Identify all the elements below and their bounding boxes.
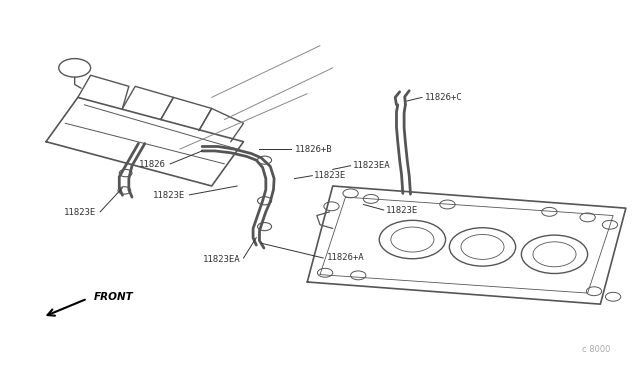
Text: 11826: 11826: [139, 160, 166, 170]
Text: c 8000: c 8000: [582, 345, 610, 354]
Text: 11826+C: 11826+C: [425, 93, 463, 102]
Text: 11823EA: 11823EA: [353, 161, 391, 170]
Text: FRONT: FRONT: [94, 292, 134, 302]
Text: 11823E: 11823E: [153, 191, 185, 200]
Text: 11826+A: 11826+A: [326, 253, 364, 263]
Text: 11823E: 11823E: [63, 208, 96, 217]
Text: 11823E: 11823E: [314, 171, 346, 180]
Text: 11823EA: 11823EA: [203, 254, 241, 264]
Text: 11826+B: 11826+B: [294, 145, 332, 154]
Text: 11823E: 11823E: [387, 206, 419, 215]
